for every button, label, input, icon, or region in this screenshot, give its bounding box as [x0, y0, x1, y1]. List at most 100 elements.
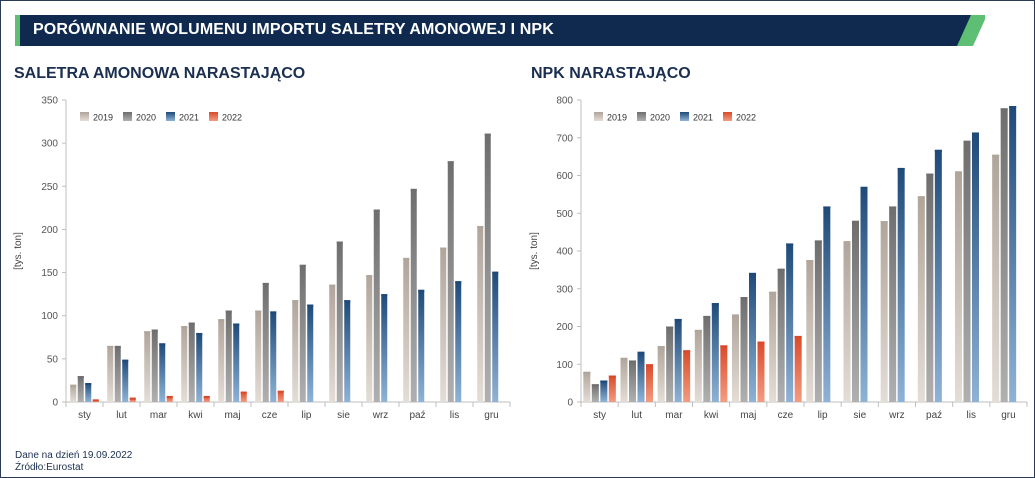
bar-2020-lip	[814, 240, 822, 402]
legend-swatch-2019	[594, 112, 603, 121]
x-tick-label: lip	[301, 410, 311, 421]
legend-swatch-2021	[680, 112, 689, 121]
bar-cap-2022-kwi	[720, 345, 728, 348]
bar-cap-2020-gru	[484, 133, 491, 136]
x-tick-label: sty	[78, 410, 91, 421]
bar-2019-paź	[917, 196, 925, 402]
legend-swatch-2020	[637, 112, 646, 121]
bar-cap-2022-sty	[608, 375, 616, 378]
bar-cap-2020-mar	[151, 329, 158, 332]
y-tick-label: 0	[52, 398, 58, 409]
bar-cap-2020-paź	[926, 173, 934, 176]
bar-2021-maj	[233, 323, 240, 402]
bar-2019-sty	[70, 384, 77, 402]
bar-cap-2022-maj	[757, 341, 765, 344]
x-tick-label: maj	[740, 410, 756, 421]
bar-2020-sie	[336, 241, 343, 402]
bar-cap-2021-maj	[233, 323, 240, 326]
x-tick-label: lis	[967, 410, 976, 421]
bar-2021-paź	[418, 289, 425, 402]
bar-cap-2022-kwi	[203, 395, 210, 398]
legend-label-2019: 2019	[607, 113, 627, 123]
bar-2020-gru	[484, 133, 491, 402]
bar-cap-2021-kwi	[196, 332, 203, 335]
bar-cap-2021-lis	[972, 132, 979, 135]
bar-2020-mar	[151, 329, 158, 402]
x-tick-label: maj	[224, 410, 240, 421]
bar-cap-2021-lis	[455, 281, 462, 284]
chart-title-saletra: SALETRA AMONOWA NARASTAJĄCO	[14, 65, 306, 82]
chart-title-npk: NPK NARASTAJĄCO	[531, 65, 691, 82]
bar-2019-lip	[292, 300, 299, 402]
bar-2021-lut	[122, 359, 129, 402]
bar-cap-2022-maj	[240, 391, 247, 394]
bar-2021-sie	[860, 186, 868, 402]
bar-cap-2022-lut	[646, 364, 653, 367]
bar-2019-maj	[218, 319, 225, 402]
x-tick-label: cze	[778, 410, 794, 421]
bar-cap-2019-lip	[292, 300, 299, 303]
data-date-note: Dane na dzień 19.09.2022	[15, 450, 133, 461]
bar-cap-2022-cze	[277, 390, 284, 393]
bar-2019-sie	[329, 284, 336, 402]
x-tick-label: wrz	[372, 410, 389, 421]
bar-2021-lip	[307, 304, 314, 402]
bar-2022-kwi	[720, 345, 728, 402]
bar-cap-2020-lut	[629, 360, 636, 363]
bar-2020-lis	[447, 161, 454, 402]
bar-cap-2020-lip	[814, 240, 822, 243]
y-tick-label: 0	[567, 398, 573, 409]
x-tick-label: paź	[409, 410, 425, 421]
bar-cap-2021-gru	[492, 271, 499, 274]
legend-label-2022: 2022	[222, 113, 242, 123]
bar-cap-2019-kwi	[181, 326, 188, 329]
bar-2020-maj	[225, 310, 232, 402]
bar-2019-wrz	[366, 275, 373, 402]
bar-cap-2020-wrz	[373, 209, 380, 212]
bar-2020-cze	[777, 268, 785, 402]
legend-label-2020: 2020	[136, 113, 156, 123]
bar-cap-2020-mar	[666, 326, 674, 329]
legend-label-2022: 2022	[736, 113, 756, 123]
x-tick-label: lut	[631, 410, 642, 421]
legend-label-2019: 2019	[93, 113, 113, 123]
bar-cap-2020-kwi	[188, 322, 195, 325]
bar-2021-gru	[492, 271, 499, 402]
bar-cap-2022-mar	[166, 395, 173, 398]
bar-cap-2022-sty	[92, 399, 99, 402]
bar-2022-lut	[646, 364, 653, 402]
bar-2020-wrz	[889, 206, 897, 402]
y-tick-label: 100	[556, 360, 573, 371]
y-tick-label: 100	[41, 311, 58, 322]
chart-npk: 0 100 200 300 400 500 600 700 800 [tys. ton] sty lu…	[529, 96, 1028, 421]
bar-cap-2021-gru	[1009, 106, 1017, 109]
bar-cap-2019-wrz	[880, 221, 888, 224]
x-tick-label: sie	[853, 410, 866, 421]
bar-2020-sty	[77, 376, 84, 402]
bar-2019-gru	[992, 154, 1000, 402]
bar-cap-2021-paź	[934, 149, 942, 152]
bar-2020-mar	[666, 326, 674, 402]
bar-cap-2021-sie	[860, 186, 868, 189]
bar-cap-2019-cze	[255, 310, 262, 313]
bar-cap-2022-lut	[129, 397, 136, 400]
bar-cap-2019-sty	[583, 371, 591, 374]
bar-2021-wrz	[381, 294, 388, 402]
legend-label-2020: 2020	[650, 113, 670, 123]
y-axis-label: [tys. ton]	[529, 232, 540, 270]
x-tick-label: lis	[450, 410, 459, 421]
x-tick-label: kwi	[188, 410, 202, 421]
bar-2019-paź	[403, 257, 410, 402]
bar-2019-kwi	[181, 326, 188, 402]
bar-cap-2020-sie	[852, 220, 859, 223]
bar-cap-2019-lut	[620, 357, 628, 360]
bar-cap-2022-mar	[683, 350, 691, 353]
bar-cap-2019-lip	[806, 260, 814, 263]
bar-cap-2020-cze	[262, 282, 269, 285]
bar-cap-2021-sty	[85, 383, 92, 386]
bar-cap-2021-mar	[159, 343, 166, 346]
bar-cap-2019-lis	[955, 171, 962, 174]
bar-2020-sie	[852, 220, 859, 402]
bar-2020-lut	[114, 345, 121, 402]
bar-cap-2020-lis	[963, 140, 971, 143]
